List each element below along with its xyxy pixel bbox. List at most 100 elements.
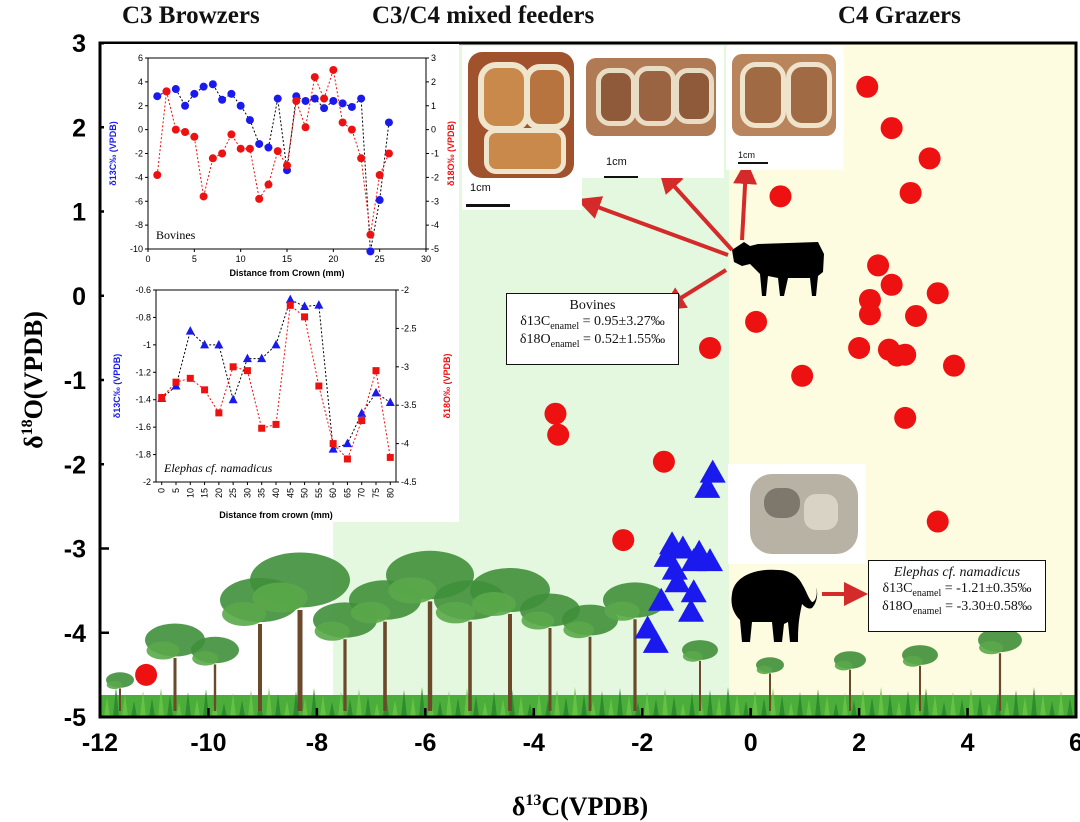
elephas-oxygen-line: δ18Oenamel = -3.30±0.58‰ bbox=[877, 599, 1037, 617]
grass-blade bbox=[446, 691, 452, 717]
inset-left-tick-label: -2 bbox=[135, 149, 143, 159]
inset-data-point bbox=[236, 144, 245, 153]
inset-data-point bbox=[347, 125, 356, 134]
grass-blade bbox=[275, 694, 281, 717]
inset-data-point bbox=[245, 116, 254, 125]
tree-canopy bbox=[834, 660, 853, 671]
inset-data-point bbox=[181, 128, 190, 137]
inset-data-point bbox=[384, 149, 393, 158]
grass-blade bbox=[815, 689, 821, 717]
grass-blade bbox=[374, 703, 380, 717]
grass-blade bbox=[581, 694, 587, 717]
grass-blade bbox=[599, 691, 605, 717]
inset-data-point bbox=[283, 161, 291, 170]
inset-data-point bbox=[245, 144, 254, 153]
grass-blade bbox=[797, 692, 803, 717]
bovine-data-point bbox=[899, 181, 922, 204]
y-tick-label: -2 bbox=[64, 451, 86, 479]
tree-canopy bbox=[314, 621, 350, 641]
grass-blade bbox=[392, 700, 398, 717]
inset-left-tick-label: 6 bbox=[138, 53, 143, 63]
grass-blade bbox=[1049, 701, 1055, 717]
inset-data-point bbox=[153, 170, 162, 179]
grass-blade bbox=[527, 703, 533, 717]
tree-canopy bbox=[521, 611, 555, 630]
grass-blade bbox=[635, 702, 641, 717]
inset-right-tick-label: -4 bbox=[431, 220, 439, 230]
tree-canopy bbox=[388, 577, 437, 604]
grass-blade bbox=[1004, 700, 1010, 717]
inset-data-point bbox=[201, 386, 209, 394]
grass-blade bbox=[1013, 690, 1019, 717]
inset-x-tick-label: 0 bbox=[157, 488, 167, 493]
inset-left-tick-label: -0.8 bbox=[135, 312, 151, 322]
inset-data-point bbox=[310, 73, 319, 82]
grass-blade bbox=[113, 687, 119, 717]
inset-frame bbox=[147, 57, 427, 250]
inset-data-point bbox=[171, 85, 180, 94]
grass-blade bbox=[248, 690, 254, 717]
tree-canopy bbox=[146, 641, 180, 660]
grass-blade bbox=[959, 699, 965, 717]
grass-blade bbox=[707, 690, 713, 717]
y-tick-label: -4 bbox=[64, 620, 86, 648]
grass-blade bbox=[626, 695, 632, 717]
grass-strip bbox=[100, 695, 1076, 717]
grass-blade bbox=[986, 703, 992, 717]
grass-blade bbox=[734, 694, 740, 717]
inset-right-tick-label: 0 bbox=[431, 125, 436, 135]
tree-canopy bbox=[563, 621, 595, 639]
inset-data-point bbox=[273, 147, 282, 156]
bovine-data-point bbox=[745, 310, 768, 333]
inset-panel: 0 5 10 15 20 25 30 -10 -8 -6 -4 -2 0 2 4 6 -5 -4 -3 -2 -1 0 1 2… bbox=[104, 44, 459, 522]
bovine-data-point bbox=[652, 450, 675, 473]
bovine-data-point bbox=[791, 364, 814, 387]
grass-blade bbox=[662, 689, 668, 717]
inset-x-tick-label: 60 bbox=[328, 488, 338, 498]
inset-right-tick-label: -5 bbox=[431, 244, 439, 254]
grass-blade bbox=[302, 698, 308, 717]
grass-blade bbox=[788, 702, 794, 717]
inset-x-tick-label: 50 bbox=[300, 488, 310, 498]
grass-blade bbox=[761, 698, 767, 717]
inset-data-point bbox=[338, 99, 347, 108]
inset-data-point bbox=[375, 196, 384, 205]
y-tick-label: 3 bbox=[72, 30, 86, 58]
inset-data-point bbox=[153, 92, 162, 101]
enamel-subscript: enamel bbox=[912, 605, 942, 617]
grass-blade bbox=[176, 702, 182, 717]
grass-blade bbox=[545, 700, 551, 717]
bovines-oxygen-line: δ18Oenamel = 0.52±1.55‰ bbox=[515, 332, 670, 350]
inset-left-tick-label: -1 bbox=[143, 340, 151, 350]
inset-data-point bbox=[357, 408, 367, 417]
elephas-tooth-photo bbox=[728, 464, 866, 564]
inset-left-tick-label: -1.8 bbox=[135, 450, 151, 460]
inset-left-tick-label: -8 bbox=[135, 220, 143, 230]
inset-data-point bbox=[285, 294, 295, 304]
inset-right-tick-label: 3 bbox=[431, 53, 436, 63]
grass-blade bbox=[824, 696, 830, 717]
y-tick-label: 0 bbox=[72, 283, 86, 311]
inset-data-point bbox=[158, 394, 166, 402]
inset-data-point bbox=[258, 424, 266, 432]
arrow bbox=[733, 160, 758, 241]
inset-frame bbox=[155, 289, 397, 483]
inset-data-point bbox=[329, 65, 338, 74]
inset-x-axis-label: Distance from crown (mm) bbox=[219, 510, 333, 520]
inset-x-tick-label: 20 bbox=[328, 254, 338, 264]
tree-canopy bbox=[979, 641, 1004, 655]
inset-right-tick-label: -1 bbox=[431, 149, 439, 159]
grass-blade bbox=[104, 697, 110, 717]
grass-blade bbox=[716, 697, 722, 717]
inset-x-tick-label: 10 bbox=[185, 488, 195, 498]
inset-data-point bbox=[347, 102, 356, 111]
elephas-data-point bbox=[694, 474, 721, 498]
grass-blade bbox=[752, 691, 758, 717]
inset-data-point bbox=[300, 301, 310, 310]
grass-blade bbox=[437, 701, 443, 717]
bovine-data-point bbox=[856, 75, 879, 98]
grass-blade bbox=[689, 693, 695, 717]
bovine-data-point bbox=[880, 273, 903, 296]
grass-blade bbox=[473, 695, 479, 717]
elephas-data-point bbox=[664, 569, 691, 593]
